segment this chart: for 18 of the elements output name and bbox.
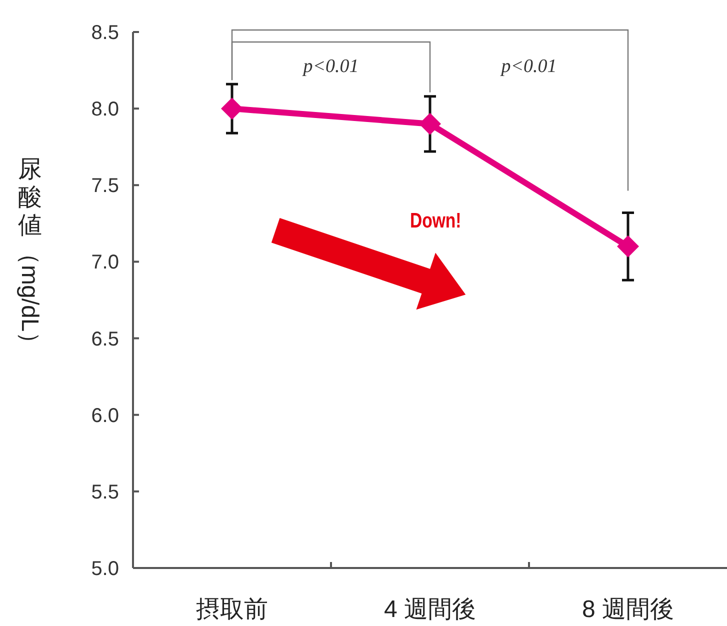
y-tick-label: 5.0 xyxy=(91,558,119,580)
point xyxy=(617,235,639,258)
annotation: Down! xyxy=(410,210,462,233)
y-tick-label: 7.0 xyxy=(91,252,119,274)
y-axis-title: 尿酸値（mg/dL） xyxy=(16,156,43,356)
y-tick-label: 8.5 xyxy=(91,22,119,44)
annotation: p<0.01 xyxy=(499,56,557,77)
y-tick-label: 7.5 xyxy=(91,175,119,198)
point xyxy=(221,98,243,120)
x-tick-label: 摂取前 xyxy=(196,596,268,623)
y-tick-label: 5.5 xyxy=(91,481,119,504)
y-tick-label: 8.0 xyxy=(91,98,119,121)
x-tick-label: 8 週間後 xyxy=(582,596,674,623)
x-tick-label: 4 週間後 xyxy=(384,596,476,623)
annotation: p<0.01 xyxy=(301,56,359,77)
y-tick-label: 6.0 xyxy=(91,404,119,427)
point xyxy=(419,112,441,135)
y-tick-label: 6.5 xyxy=(91,328,119,350)
